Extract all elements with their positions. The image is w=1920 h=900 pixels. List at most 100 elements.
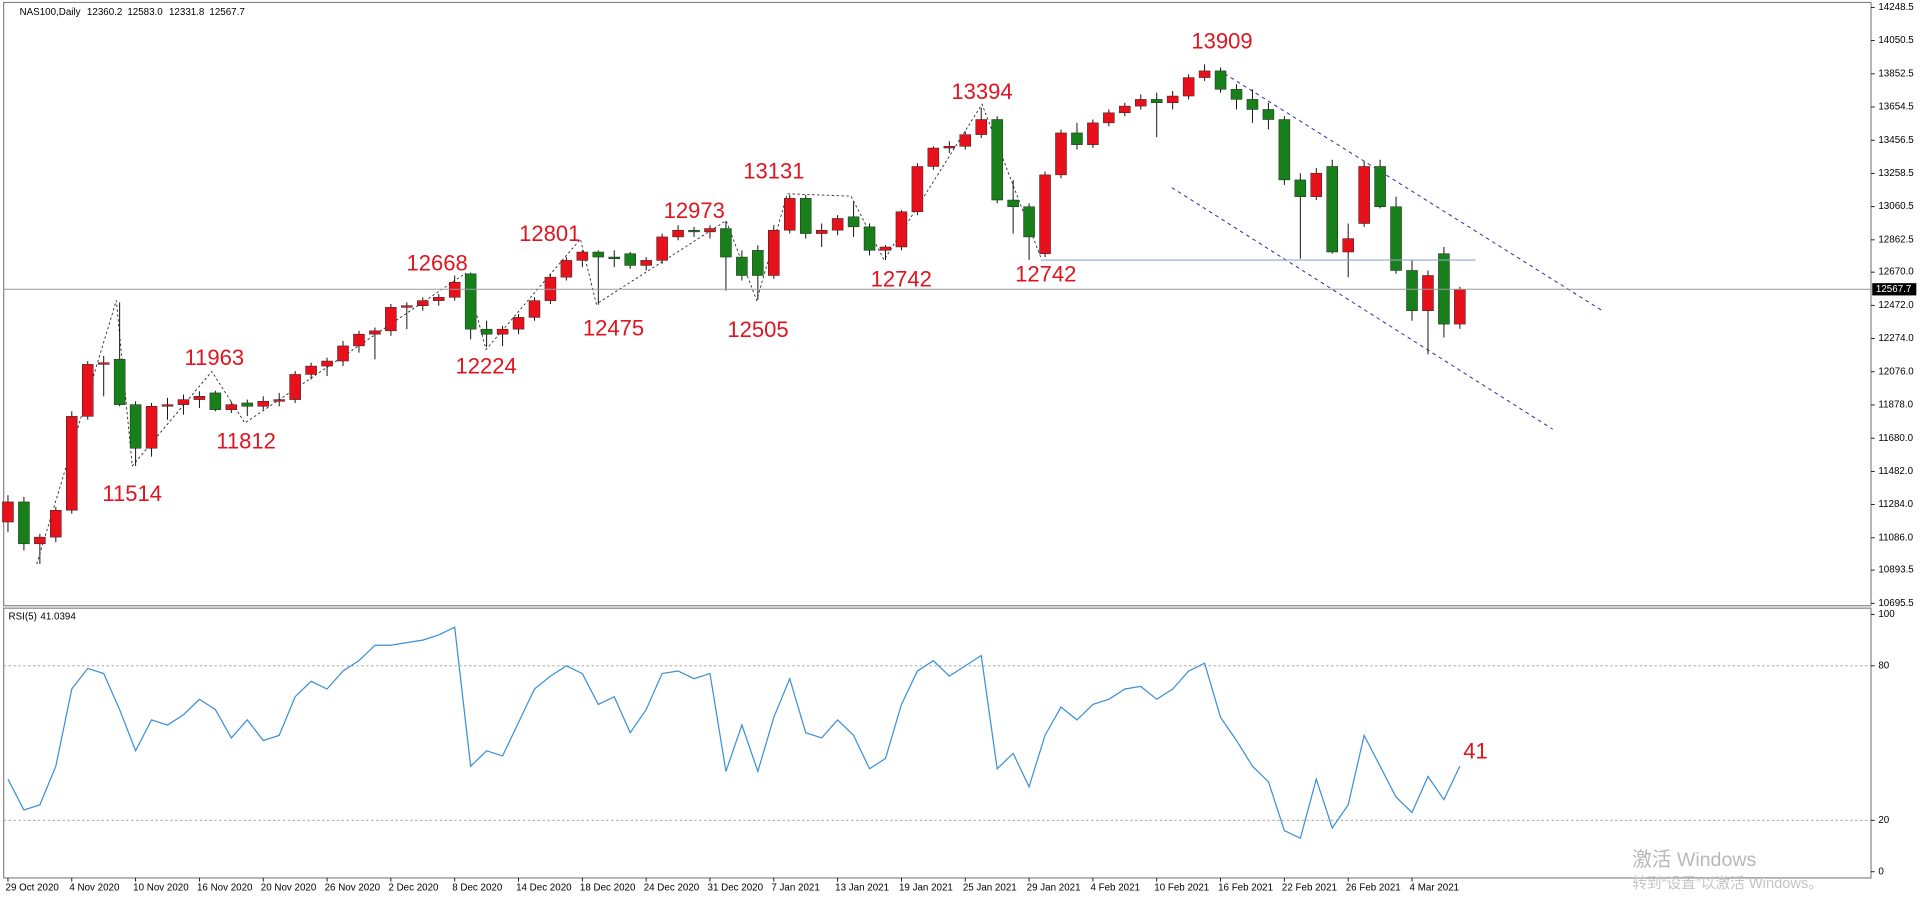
x-tick-label: 26 Feb 2021	[1346, 882, 1401, 893]
candle-body	[752, 250, 764, 276]
current-price-tag	[1872, 283, 1917, 296]
candle-body	[369, 330, 381, 335]
candle-body	[815, 229, 828, 234]
y-tick-label: 11086.0	[1878, 532, 1913, 543]
y-tick-label: 12862.5	[1878, 234, 1914, 245]
candle-body	[2, 501, 14, 523]
y-tick-label: 10695.5	[1878, 598, 1914, 609]
y-tick-label: 13060.5	[1878, 201, 1914, 212]
rsi-frame	[3, 607, 1872, 879]
y-tick-label: 0	[1878, 866, 1884, 877]
candle-body	[975, 119, 987, 135]
y-tick-label: 11284.0	[1878, 499, 1913, 510]
candle-body	[401, 305, 413, 308]
candle-body	[911, 166, 924, 213]
candle-body	[337, 345, 349, 362]
candle-body	[1230, 89, 1243, 100]
y-tick-label: 13456.5	[1878, 135, 1914, 146]
price-annotation: 13909	[1191, 29, 1252, 54]
candle-body	[672, 229, 684, 238]
candle-body	[1166, 95, 1179, 103]
channel-lower	[1171, 187, 1553, 430]
x-tick-label: 29 Oct 2020	[6, 882, 60, 893]
candle-body	[129, 404, 142, 449]
y-tick-label: 11680.0	[1878, 433, 1913, 444]
price-annotation: 11812	[216, 428, 276, 453]
info-open: 12360.2	[87, 7, 122, 18]
candle-body	[273, 399, 285, 402]
price-annotation: 12801	[519, 221, 580, 246]
candle-body	[321, 360, 333, 367]
x-tick-label: 20 Nov 2020	[261, 882, 317, 893]
candle-body	[704, 228, 716, 233]
candle-body	[608, 256, 621, 259]
candle-body	[831, 218, 844, 231]
candle-body	[1374, 166, 1386, 207]
candle-body	[895, 211, 908, 248]
info-low: 12331.8	[169, 7, 205, 18]
x-tick-label: 4 Mar 2021	[1410, 882, 1460, 893]
candle-body	[1342, 238, 1354, 253]
y-tick-label: 10893.5	[1878, 565, 1914, 576]
candle-body	[1182, 77, 1195, 97]
candle-body	[592, 251, 605, 258]
candle-body	[225, 404, 238, 410]
price-annotation: 12973	[664, 198, 725, 223]
x-tick-label: 7 Jan 2021	[771, 882, 819, 893]
candle-body	[193, 396, 206, 400]
candle-body	[1214, 70, 1227, 90]
candle-body	[1087, 122, 1099, 145]
chart-title: NAS100,Daily	[20, 7, 81, 18]
candle-body	[385, 307, 397, 332]
candle-body	[353, 333, 365, 347]
candle-body	[943, 146, 956, 149]
candle-body	[34, 536, 46, 545]
price-annotation: 11514	[102, 481, 162, 506]
candle-body	[161, 404, 174, 407]
candle-body	[177, 399, 190, 405]
candle-body	[1007, 199, 1019, 207]
candle-body	[1406, 270, 1418, 311]
rsi-value: 41.0394	[40, 611, 76, 622]
candle-body	[1198, 70, 1211, 78]
x-tick-label: 13 Jan 2021	[835, 882, 889, 893]
candle-body	[720, 228, 732, 258]
x-tick-label: 4 Nov 2020	[69, 882, 120, 893]
y-tick-label: 80	[1878, 660, 1889, 671]
candle-body	[289, 374, 301, 400]
x-tick-label: 10 Nov 2020	[133, 882, 189, 893]
candle-body	[799, 198, 812, 234]
candle-body	[1023, 206, 1035, 238]
candle-body	[863, 226, 876, 251]
candle-body	[624, 253, 636, 266]
candle-body	[1039, 174, 1051, 254]
watermark-title: 激活 Windows	[1632, 849, 1756, 871]
candle-body	[1454, 289, 1466, 325]
y-tick-label: 20	[1878, 815, 1889, 826]
candle-body	[1358, 166, 1370, 224]
price-annotation: 12742	[1015, 262, 1076, 287]
candle-body	[1055, 132, 1067, 176]
candle-body	[1071, 132, 1083, 145]
watermark-subtitle: 转到“设置”以激活 Windows。	[1632, 875, 1823, 892]
candle-body	[640, 260, 652, 266]
x-tick-label: 24 Dec 2020	[644, 882, 700, 893]
candle-body	[241, 402, 254, 407]
candle-body	[1262, 109, 1275, 120]
candle-body	[257, 401, 269, 407]
candle-body	[1326, 166, 1338, 253]
x-tick-label: 31 Dec 2020	[708, 882, 764, 893]
candle-body	[209, 392, 222, 410]
candle-body	[1390, 206, 1402, 271]
candle-body	[1310, 172, 1323, 197]
x-tick-label: 19 Jan 2021	[899, 882, 953, 893]
price-annotation: 12475	[583, 316, 644, 341]
candle-body	[1135, 99, 1147, 107]
current-price-label: 12567.7	[1876, 284, 1911, 295]
candle-body	[66, 416, 78, 511]
x-tick-label: 10 Feb 2021	[1154, 882, 1209, 893]
x-tick-label: 16 Nov 2020	[197, 882, 253, 893]
